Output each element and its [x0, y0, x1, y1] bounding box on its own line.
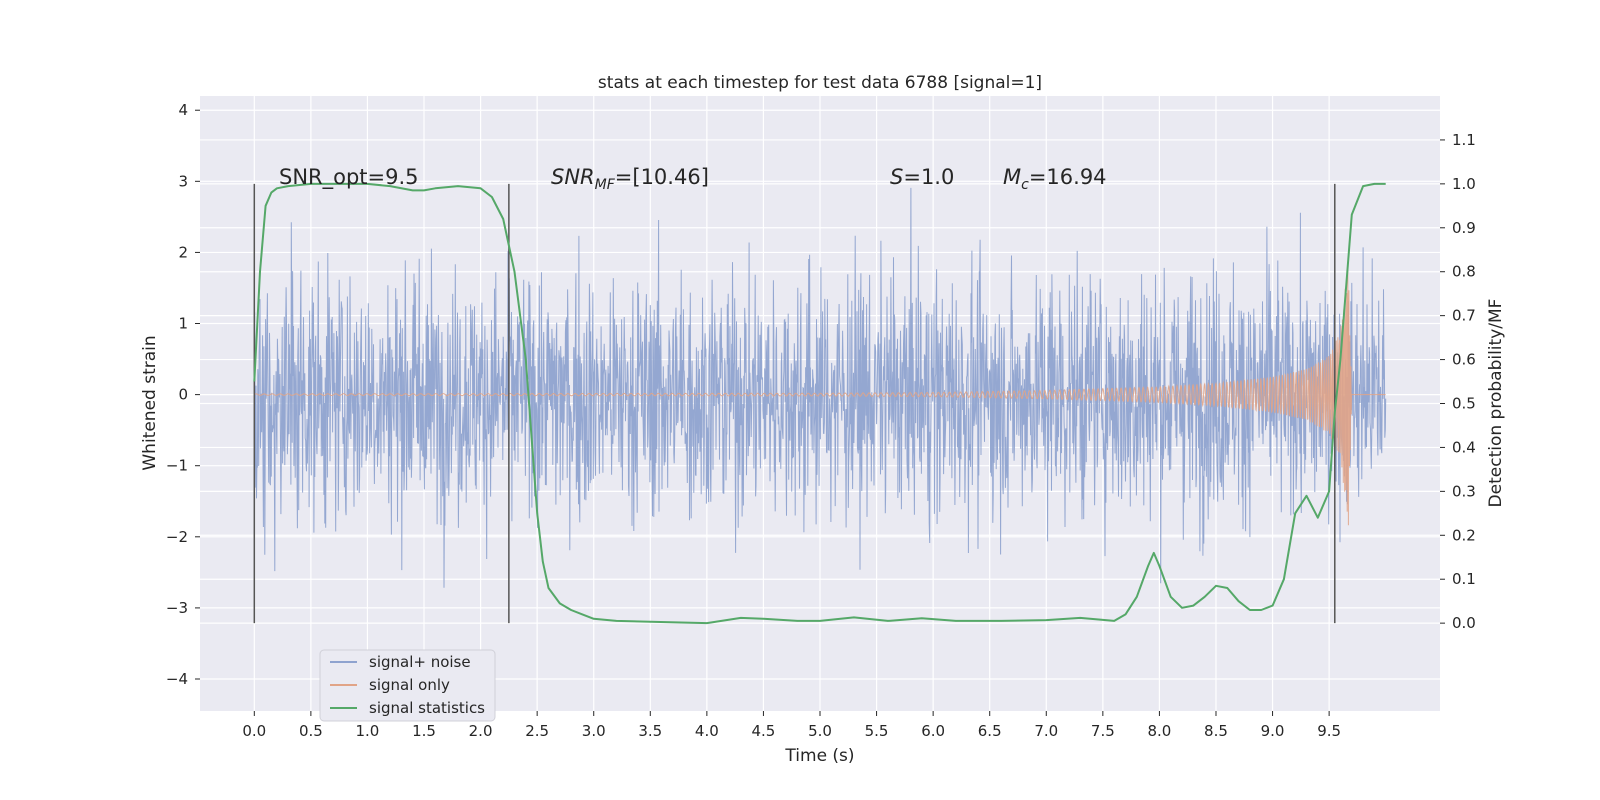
y-tick-label-left: 3: [178, 172, 188, 190]
legend: signal+ noise signal only signal statist…: [319, 649, 496, 722]
y-tick-label-left: −2: [166, 528, 188, 546]
x-tick-label: 6.0: [921, 722, 945, 740]
series-signal-noise: [253, 187, 1387, 588]
x-tick-label: 6.5: [978, 722, 1002, 740]
y-tick-label-right: 0.7: [1452, 307, 1476, 325]
y-axis-label-right: Detection probability/MF: [1486, 299, 1506, 508]
annotation-snr-opt: SNR_opt=9.5: [279, 165, 419, 190]
y-axis-label-left: Whitened strain: [140, 335, 160, 470]
y-tick-label-right: 1.1: [1452, 131, 1476, 149]
x-tick-label: 0.0: [242, 722, 266, 740]
y-tick-label-left: 2: [178, 243, 188, 261]
x-tick-label: 4.0: [695, 722, 719, 740]
y-ticks-left: −4 −3 −2 −1 0 1 2 3 4: [166, 101, 200, 688]
x-tick-label: 0.5: [299, 722, 323, 740]
y-tick-label-right: 0.1: [1452, 570, 1476, 588]
y-tick-label-left: −4: [166, 670, 188, 688]
x-axis-label: Time (s): [784, 746, 854, 766]
x-ticks: 0.0 0.5 1.0 1.5 2.0 2.5 3.0 3.5 4.0 4.5 5.0 5.5 6.0 6…: [242, 711, 1341, 740]
legend-label-signal-statistics: signal statistics: [369, 699, 485, 717]
y-ticks-right: 0.0 0.1 0.2 0.3 0.4 0.5 0.6 0.7 0.8 0.9 1.0 1.1: [1440, 131, 1476, 632]
x-tick-label: 3.5: [638, 722, 662, 740]
annotation-snr-mf: SNRMF=[10.46]: [551, 165, 709, 193]
x-tick-label: 7.0: [1034, 722, 1058, 740]
y-tick-label-left: −1: [166, 457, 188, 475]
legend-label-signal-only: signal only: [369, 676, 450, 694]
x-tick-label: 3.0: [582, 722, 606, 740]
legend-box: [319, 649, 496, 722]
y-tick-label-right: 0.2: [1452, 526, 1476, 544]
x-tick-label: 8.0: [1147, 722, 1171, 740]
series-signal-only: [254, 268, 1386, 526]
y-tick-label-right: 0.9: [1452, 219, 1476, 237]
x-tick-label: 9.5: [1317, 722, 1341, 740]
x-tick-label: 8.5: [1204, 722, 1228, 740]
y-tick-label-left: 0: [178, 386, 188, 404]
x-tick-label: 5.5: [865, 722, 889, 740]
x-tick-label: 4.5: [752, 722, 776, 740]
x-tick-label: 2.5: [525, 722, 549, 740]
y-tick-label-right: 0.0: [1452, 614, 1476, 632]
y-tick-label-left: 1: [178, 315, 188, 333]
signal-only-line: [254, 268, 1386, 526]
annotation-mc: Mc=16.94: [1003, 165, 1107, 193]
y-tick-label-left: −3: [166, 599, 188, 617]
y-tick-label-right: 1.0: [1452, 175, 1476, 193]
chart-title: stats at each timestep for test data 678…: [598, 73, 1042, 93]
x-tick-label: 9.0: [1261, 722, 1285, 740]
legend-label-signal-noise: signal+ noise: [369, 653, 471, 671]
y-tick-label-right: 0.8: [1452, 263, 1476, 281]
y-tick-label-left: 4: [178, 101, 188, 119]
x-tick-label: 5.0: [808, 722, 832, 740]
y-tick-label-right: 0.5: [1452, 395, 1476, 413]
y-tick-label-right: 0.4: [1452, 438, 1476, 456]
x-tick-label: 1.5: [412, 722, 436, 740]
signal-statistics-line: [253, 182, 1386, 625]
x-tick-label: 1.0: [356, 722, 380, 740]
y-tick-label-right: 0.3: [1452, 482, 1476, 500]
x-tick-label: 2.0: [469, 722, 493, 740]
annotation-s: S=1.0: [890, 165, 954, 189]
series-signal-statistics: [253, 182, 1386, 625]
signal-noise-line: [253, 187, 1387, 588]
y-tick-label-right: 0.6: [1452, 351, 1476, 369]
x-tick-label: 7.5: [1091, 722, 1115, 740]
